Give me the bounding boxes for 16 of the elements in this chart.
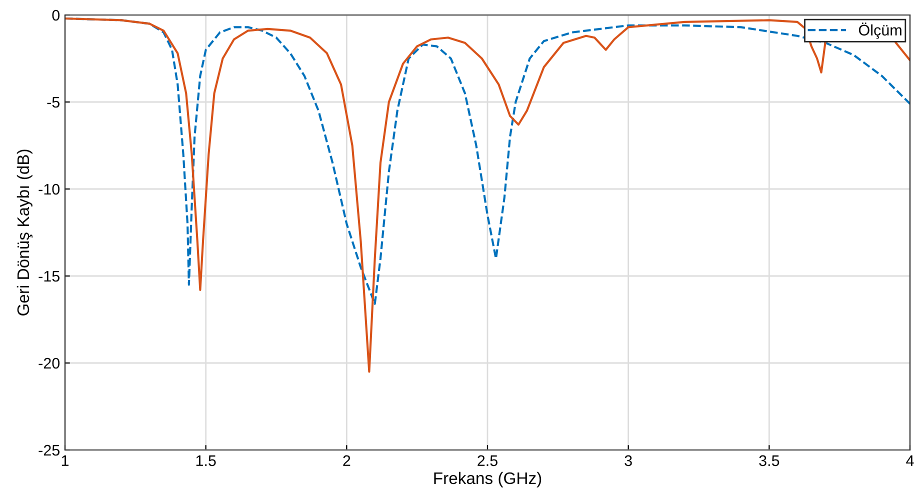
x-tick-label: 4: [906, 455, 914, 466]
y-axis-title: Geri Dönüş Kaybı (dB): [16, 150, 33, 316]
x-tick-label: 3.5: [759, 455, 780, 466]
y-tick-label: -20: [38, 358, 60, 369]
y-tick-label: -5: [47, 97, 60, 108]
y-tick-label: -25: [38, 444, 60, 456]
y-tick-label: -15: [38, 271, 60, 282]
x-tick-label: 2.5: [478, 455, 498, 466]
legend-label: Ölçüm: [858, 22, 902, 39]
y-tick-label: -10: [38, 184, 60, 195]
x-tick-label: 2: [343, 455, 350, 466]
y-tick-label: 0: [52, 10, 60, 21]
x-tick-label: 3: [624, 455, 632, 466]
x-axis-title: Frekans (GHz): [434, 472, 542, 488]
x-tick-label: 1.5: [196, 455, 216, 466]
x-tick-label: 1: [62, 455, 69, 466]
